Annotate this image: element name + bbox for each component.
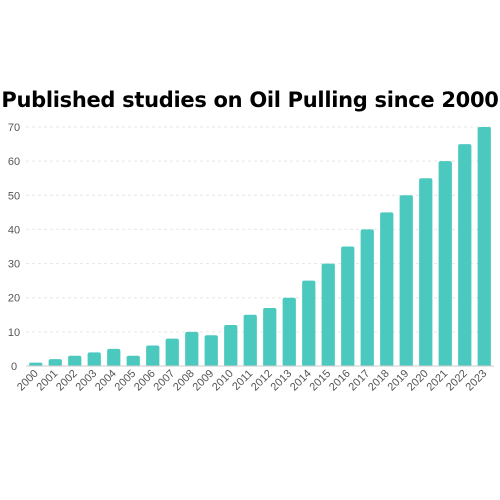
bar-2005 (126, 355, 140, 366)
x-tick-label: 2001 (35, 368, 61, 394)
bars (29, 127, 491, 366)
x-tick-label: 2020 (405, 368, 431, 394)
x-tick-label: 2018 (366, 368, 392, 394)
y-tick-label: 0 (11, 361, 17, 373)
bar-2013 (282, 297, 296, 366)
bar-2019 (399, 195, 413, 366)
y-tick-label: 30 (8, 259, 20, 271)
x-tick-label: 2016 (327, 368, 353, 394)
x-tick-label: 2007 (152, 368, 178, 394)
bar-2003 (87, 352, 101, 366)
x-axis-ticks: 2000200120022003200420052006200720082009… (15, 368, 489, 394)
x-tick-label: 2010 (210, 368, 236, 394)
x-tick-label: 2000 (15, 368, 41, 394)
bar-2014 (302, 280, 316, 366)
x-tick-label: 2006 (132, 368, 158, 394)
x-tick-label: 2008 (171, 368, 197, 394)
bar-2012 (263, 307, 277, 366)
bar-2008 (185, 331, 199, 366)
bar-2001 (48, 359, 62, 366)
bar-2004 (107, 348, 121, 366)
y-tick-label: 10 (8, 327, 20, 339)
y-tick-label: 60 (8, 156, 20, 168)
bar-2010 (224, 325, 238, 366)
chart-title: Published studies on Oil Pulling since 2… (1, 88, 499, 112)
bar-2022 (458, 144, 472, 366)
bar-2007 (165, 338, 179, 366)
x-tick-label: 2017 (347, 368, 373, 394)
bar-2020 (419, 178, 433, 366)
x-tick-label: 2014 (288, 368, 314, 394)
x-tick-label: 2021 (425, 368, 451, 394)
bar-2023 (477, 127, 491, 366)
bar-2000 (29, 362, 43, 366)
y-tick-label: 70 (8, 122, 20, 134)
bar-2017 (360, 229, 374, 366)
y-tick-label: 20 (8, 293, 20, 305)
x-tick-label: 2013 (269, 368, 295, 394)
x-tick-label: 2023 (464, 368, 490, 394)
x-tick-label: 2002 (54, 368, 80, 394)
x-tick-label: 2011 (230, 368, 255, 393)
y-tick-label: 40 (8, 224, 20, 236)
x-tick-label: 2012 (249, 368, 275, 394)
x-tick-label: 2015 (308, 368, 334, 394)
x-tick-label: 2003 (74, 368, 100, 394)
bar-2021 (438, 161, 452, 366)
y-tick-label: 50 (8, 190, 20, 202)
bar-2011 (243, 314, 257, 366)
x-tick-label: 2004 (93, 368, 119, 394)
bar-2002 (68, 355, 82, 366)
bar-2018 (380, 212, 394, 366)
bar-2009 (204, 335, 218, 366)
y-axis-ticks: 0 10 20 30 40 50 60 70 (8, 122, 20, 373)
bar-2006 (146, 345, 160, 366)
grid-lines (26, 126, 494, 333)
x-tick-label: 2005 (113, 368, 139, 394)
x-tick-label: 2022 (444, 368, 470, 394)
x-tick-label: 2019 (386, 368, 412, 394)
bar-2016 (341, 246, 355, 366)
bar-2015 (321, 263, 335, 366)
x-tick-label: 2009 (191, 368, 217, 394)
